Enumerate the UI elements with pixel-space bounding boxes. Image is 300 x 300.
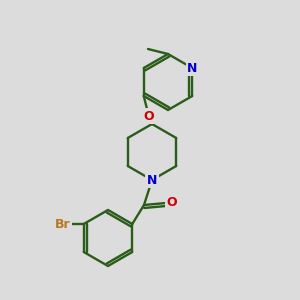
Text: O: O	[167, 196, 177, 209]
Text: N: N	[147, 173, 157, 187]
Text: Br: Br	[55, 218, 70, 230]
Text: O: O	[143, 110, 154, 122]
Text: N: N	[187, 61, 197, 74]
